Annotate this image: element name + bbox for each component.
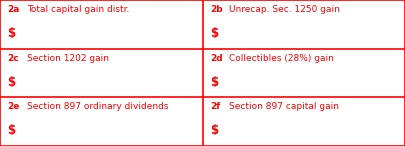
Text: $: $ [210, 124, 218, 137]
Text: 2e: 2e [7, 102, 20, 111]
Text: $: $ [7, 76, 15, 89]
Text: 2f: 2f [210, 102, 220, 111]
Text: Section 897 ordinary dividends: Section 897 ordinary dividends [27, 102, 168, 111]
Text: Total capital gain distr.: Total capital gain distr. [27, 5, 129, 14]
Text: 2a: 2a [7, 5, 20, 14]
Text: $: $ [210, 76, 218, 89]
Text: $: $ [7, 124, 15, 137]
Text: $: $ [210, 27, 218, 40]
Text: Collectibles (28%) gain: Collectibles (28%) gain [229, 54, 334, 62]
Text: Section 1202 gain: Section 1202 gain [27, 54, 109, 62]
Text: 2b: 2b [210, 5, 222, 14]
Text: 2c: 2c [7, 54, 19, 62]
Text: Unrecap. Sec. 1250 gain: Unrecap. Sec. 1250 gain [229, 5, 340, 14]
Text: 2d: 2d [210, 54, 222, 62]
Text: $: $ [7, 27, 15, 40]
Text: Section 897 capital gain: Section 897 capital gain [229, 102, 339, 111]
